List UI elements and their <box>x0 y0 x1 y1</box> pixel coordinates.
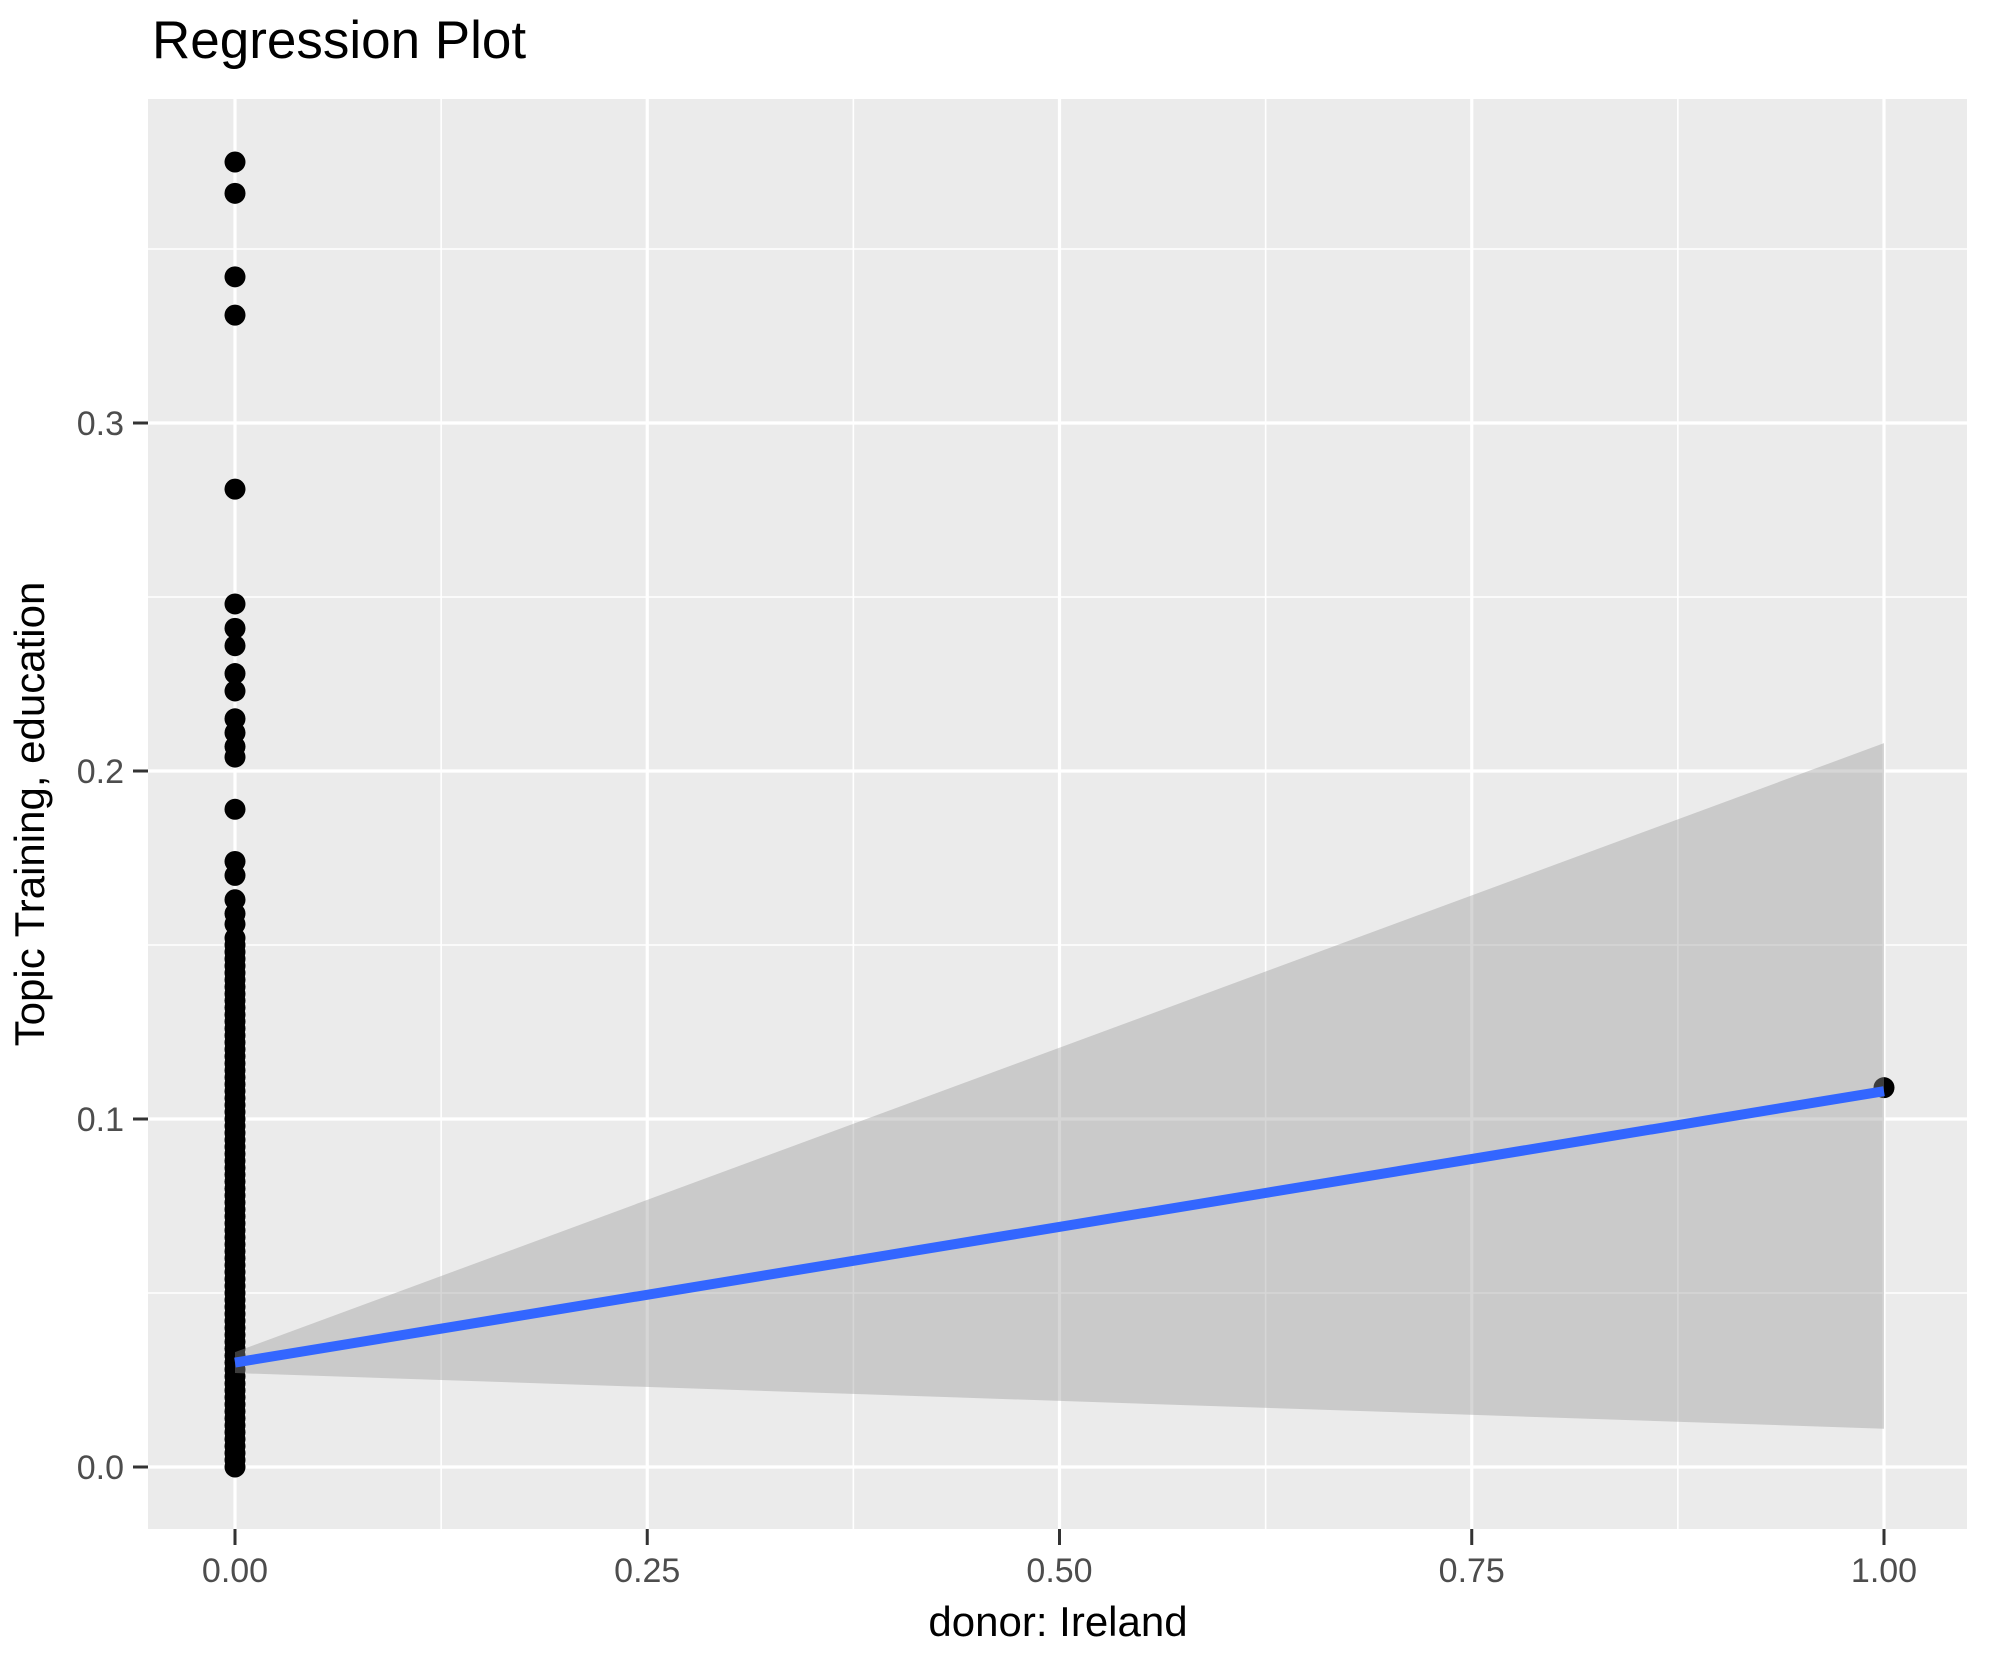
x-axis-tick-labels: 0.00 0.25 0.50 0.75 1.00 <box>202 1552 1917 1590</box>
x-tick-label: 0.75 <box>1439 1552 1505 1590</box>
data-point <box>224 1456 246 1478</box>
data-point <box>224 182 246 204</box>
data-point <box>224 304 246 326</box>
data-point <box>224 798 246 820</box>
y-tick-label: 0.0 <box>77 1449 124 1487</box>
data-point <box>224 635 246 657</box>
y-axis-title: Topic Training, education <box>6 582 53 1047</box>
confidence-band <box>235 743 1884 1429</box>
y-axis-ticks <box>133 421 148 1469</box>
data-point <box>224 864 246 886</box>
gridlines-minor <box>148 99 1967 1529</box>
x-tick-label: 1.00 <box>1851 1552 1917 1590</box>
scatter-points <box>224 151 1895 1478</box>
x-tick-label: 0.50 <box>1026 1552 1092 1590</box>
data-point <box>224 151 246 173</box>
x-tick-label: 0.25 <box>614 1552 680 1590</box>
regression-line <box>234 1086 1885 1368</box>
y-tick-label: 0.2 <box>77 753 124 791</box>
y-tick-label: 0.3 <box>77 405 124 443</box>
y-tick-label: 0.1 <box>77 1101 124 1139</box>
data-point <box>224 593 246 615</box>
plot-title: Regression Plot <box>152 11 526 70</box>
y-axis-tick-labels: 0.0 0.1 0.2 0.3 <box>77 405 124 1487</box>
data-point <box>224 266 246 288</box>
data-point <box>224 617 246 639</box>
plot-panel <box>148 99 1967 1529</box>
data-point <box>224 663 246 685</box>
data-point <box>224 478 246 500</box>
x-axis-ticks <box>233 1529 1886 1545</box>
x-tick-label: 0.00 <box>202 1552 268 1590</box>
data-point <box>224 746 246 768</box>
data-point <box>224 680 246 702</box>
x-axis-title: donor: Ireland <box>928 1598 1187 1645</box>
